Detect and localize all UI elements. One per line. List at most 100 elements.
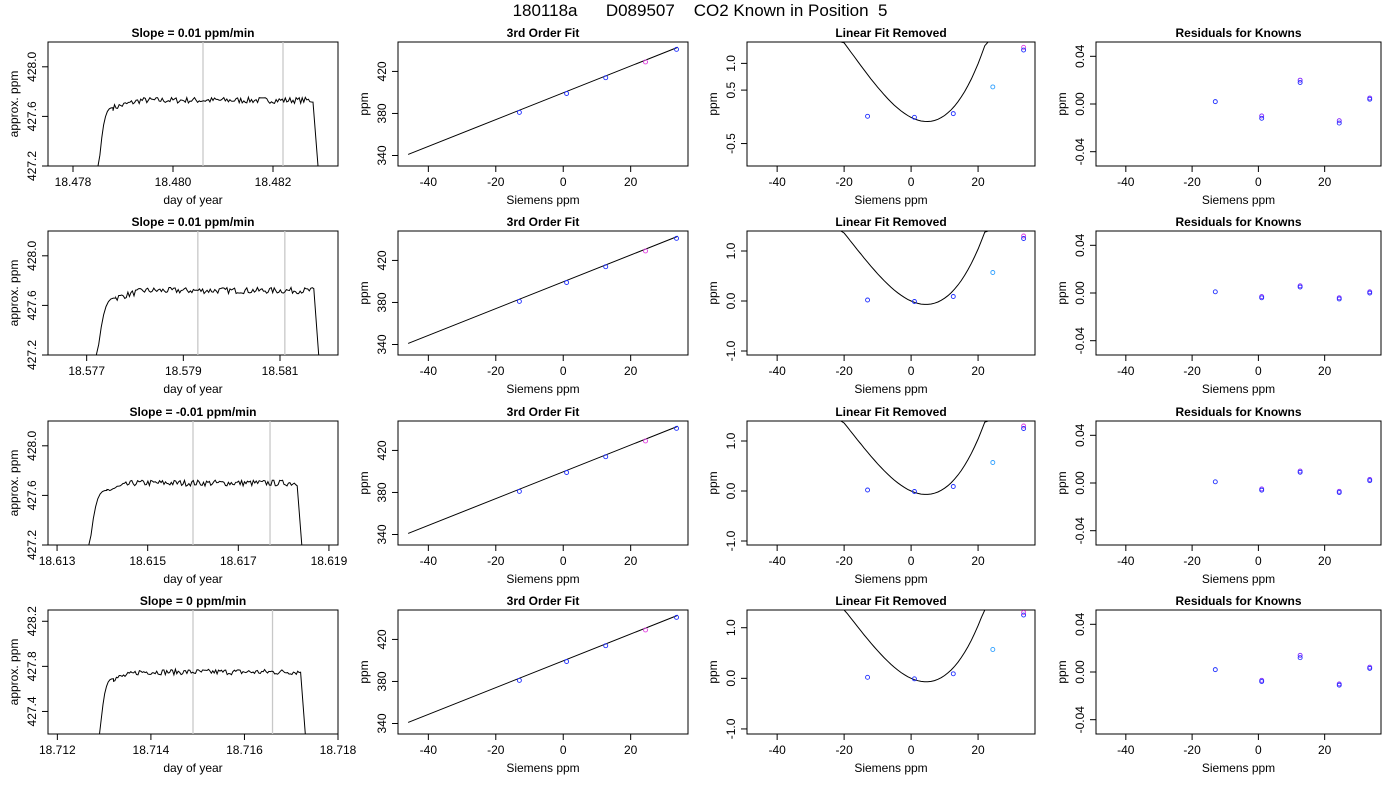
panel-r2-c4: Residuals for Knowns -40 -20 0 20 -0.04 0.00 0.…	[1055, 215, 1382, 396]
data-point	[911, 489, 917, 494]
x-axis-label: day of year	[163, 761, 222, 775]
data-point	[990, 647, 996, 652]
x-tick-label: -40	[420, 175, 438, 189]
x-tick-label: 20	[971, 175, 985, 189]
x-tick-label: 0	[908, 554, 915, 568]
x-axis-label: Siemens ppm	[1202, 761, 1275, 775]
data-point	[1021, 236, 1027, 241]
x-tick-label: 18.615	[129, 554, 166, 568]
residual-point	[1336, 296, 1342, 302]
y-tick-label: 380	[375, 482, 389, 502]
data-point	[990, 270, 996, 275]
y-axis-label: ppm	[706, 660, 720, 683]
data-point	[950, 484, 956, 489]
x-axis-label: Siemens ppm	[854, 572, 927, 586]
y-tick-label: 0.04	[1073, 612, 1087, 636]
x-tick-label: 20	[971, 743, 985, 757]
panel-title: Slope = -0.01 ppm/min	[129, 405, 256, 419]
data-point	[990, 460, 996, 465]
x-axis-label: day of year	[163, 572, 222, 586]
x-tick-label: -40	[768, 743, 786, 757]
x-tick-label: -20	[835, 364, 853, 378]
panel-title: Residuals for Knowns	[1175, 405, 1301, 419]
x-axis-label: Siemens ppm	[854, 382, 927, 396]
x-tick-label: 18.714	[133, 743, 170, 757]
data-point	[516, 298, 522, 304]
y-tick-label: 427.6	[25, 290, 39, 320]
residual-point	[1367, 478, 1373, 484]
data-point	[1021, 426, 1027, 431]
panel-r4-c1: Slope = 0 ppm/min 18.712 18.714 18.716 18.71…	[7, 594, 357, 775]
x-tick-label: 18.581	[262, 364, 299, 378]
residual-point	[1367, 290, 1373, 296]
residual-point	[1259, 295, 1265, 301]
data-point	[911, 114, 917, 120]
panel-title: Slope = 0.01 ppm/min	[131, 215, 254, 229]
x-tick-label: 18.619	[311, 554, 348, 568]
data-point	[603, 264, 609, 270]
plot-frame	[1095, 41, 1382, 167]
x-tick-label: 0	[1255, 364, 1262, 378]
plot-frame	[47, 41, 339, 167]
x-tick-label: -40	[1117, 554, 1135, 568]
y-tick-label: 427.2	[25, 530, 39, 560]
residual-point	[1367, 96, 1373, 102]
y-tick-label: 0.5	[724, 81, 738, 98]
y-tick-label: -0.04	[1073, 327, 1087, 355]
x-tick-label: 20	[624, 554, 638, 568]
x-tick-label: 0	[560, 175, 567, 189]
panel-title: Residuals for Knowns	[1175, 215, 1301, 229]
x-tick-label: 18.716	[226, 743, 263, 757]
data-point	[950, 111, 956, 117]
y-tick-label: 0.04	[1073, 44, 1087, 68]
y-axis-label: approx. ppm	[7, 639, 21, 706]
x-tick-label: -20	[1183, 175, 1201, 189]
x-tick-label: -40	[768, 175, 786, 189]
data-point	[564, 280, 570, 285]
plot-frame	[47, 230, 339, 356]
y-axis-label: ppm	[706, 471, 720, 494]
x-tick-label: 20	[971, 554, 985, 568]
y-axis-label: ppm	[706, 92, 720, 115]
y-tick-label: 427.2	[25, 151, 39, 181]
panel-r3-c2: 3rd Order Fit -40 -20 0 20 340 380 420 Siemens p…	[357, 405, 689, 586]
y-tick-label: 0.00	[1073, 92, 1087, 116]
y-tick-label: 340	[375, 334, 389, 354]
y-tick-label: 0.04	[1073, 423, 1087, 447]
data-point	[564, 91, 570, 96]
data-point	[865, 674, 871, 680]
plot-frame	[397, 609, 689, 735]
data-point	[1021, 610, 1027, 615]
data-point	[564, 470, 570, 475]
residual-point	[1212, 479, 1218, 485]
data-point	[643, 438, 648, 444]
panel-title: Linear Fit Removed	[835, 26, 946, 40]
y-tick-label: 427.6	[25, 101, 39, 131]
data-point	[1021, 423, 1027, 429]
panel-r3-c3: Linear Fit Removed -40 -20 0 20 -1.0 0.0 1.0 Sie…	[706, 405, 1036, 586]
data-point	[516, 488, 522, 494]
x-axis-label: Siemens ppm	[1202, 382, 1275, 396]
x-tick-label: 0	[908, 364, 915, 378]
plot-frame	[397, 420, 689, 546]
data-point	[516, 677, 522, 683]
x-tick-label: 18.712	[39, 743, 76, 757]
x-tick-label: 0	[1255, 554, 1262, 568]
y-axis-label: approx. ppm	[7, 450, 21, 517]
panel-r4-c4: Residuals for Knowns -40 -20 0 20 -0.04 0.00 0.…	[1055, 594, 1382, 775]
x-axis-label: Siemens ppm	[854, 193, 927, 207]
y-tick-label: 428.0	[25, 51, 39, 81]
panel-r3-c4: Residuals for Knowns -40 -20 0 20 -0.04 0.00 0.…	[1055, 405, 1382, 586]
y-tick-label: 420	[375, 440, 389, 460]
residual-point	[1297, 80, 1303, 85]
y-tick-label: 420	[375, 250, 389, 270]
data-point	[564, 659, 570, 664]
data-point	[603, 75, 609, 81]
panel-r1-c2: 3rd Order Fit -40 -20 0 20 340 380 420 Siemens p…	[357, 26, 689, 207]
panel-title: 3rd Order Fit	[507, 594, 580, 608]
data-point	[1021, 47, 1027, 53]
fit-line	[407, 46, 679, 155]
concentration-trace	[97, 95, 319, 167]
